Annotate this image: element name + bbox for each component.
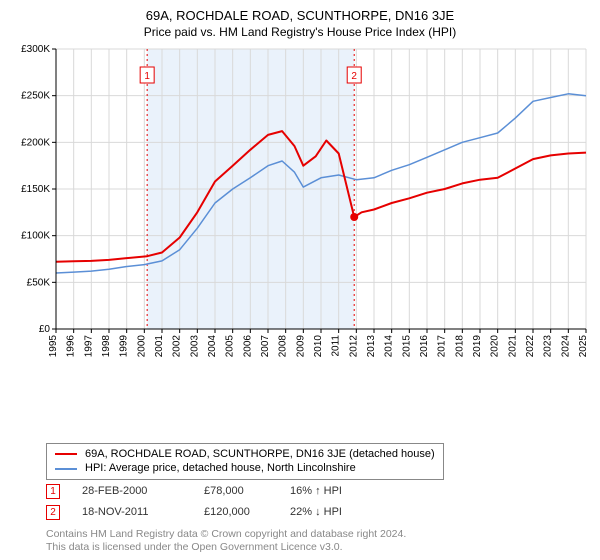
svg-text:2007: 2007	[260, 335, 271, 358]
svg-text:1997: 1997	[83, 335, 94, 358]
svg-text:1996: 1996	[66, 335, 77, 358]
svg-text:2015: 2015	[401, 335, 412, 358]
svg-text:2013: 2013	[366, 335, 377, 358]
svg-text:2002: 2002	[172, 335, 183, 358]
svg-text:2001: 2001	[154, 335, 165, 358]
marker-price: £120,000	[204, 506, 268, 518]
svg-text:2024: 2024	[560, 335, 571, 358]
svg-text:2017: 2017	[437, 335, 448, 358]
svg-text:2018: 2018	[454, 335, 465, 358]
svg-text:£150K: £150K	[21, 184, 50, 195]
svg-text:2021: 2021	[507, 335, 518, 358]
svg-text:1995: 1995	[48, 335, 59, 358]
legend-label: 69A, ROCHDALE ROAD, SCUNTHORPE, DN16 3JE…	[85, 447, 435, 461]
svg-text:2009: 2009	[295, 335, 306, 358]
svg-text:2012: 2012	[348, 335, 359, 358]
page-title: 69A, ROCHDALE ROAD, SCUNTHORPE, DN16 3JE	[10, 8, 590, 23]
svg-text:2004: 2004	[207, 335, 218, 358]
marker-delta: 16% ↑ HPI	[290, 485, 342, 497]
marker-badge: 1	[46, 484, 60, 499]
legend-item: HPI: Average price, detached house, Nort…	[55, 461, 435, 475]
footer-attribution: Contains HM Land Registry data © Crown c…	[46, 528, 590, 554]
svg-text:1998: 1998	[101, 335, 112, 358]
price-chart: 1 2 £0 £50K £100K £150K £200K £250K £300K 1995 199…	[10, 45, 590, 437]
svg-text:2008: 2008	[278, 335, 289, 358]
legend-item: 69A, ROCHDALE ROAD, SCUNTHORPE, DN16 3JE…	[55, 447, 435, 461]
svg-text:2020: 2020	[490, 335, 501, 358]
marker-date: 18-NOV-2011	[82, 506, 182, 518]
legend-label: HPI: Average price, detached house, Nort…	[85, 461, 356, 475]
svg-text:2006: 2006	[242, 335, 253, 358]
svg-text:2010: 2010	[313, 335, 324, 358]
legend-swatch	[55, 453, 77, 455]
marker-table: 1 28-FEB-2000 £78,000 16% ↑ HPI 2 18-NOV-2011…	[46, 484, 590, 526]
svg-text:2011: 2011	[331, 335, 342, 357]
svg-text:2: 2	[351, 71, 357, 82]
footer-line-2: This data is licensed under the Open Gov…	[46, 541, 590, 554]
footer-line-1: Contains HM Land Registry data © Crown c…	[46, 528, 590, 541]
svg-text:2023: 2023	[543, 335, 554, 358]
svg-text:1999: 1999	[119, 335, 130, 358]
svg-text:£0: £0	[39, 324, 51, 335]
svg-text:£200K: £200K	[21, 137, 50, 148]
svg-text:2014: 2014	[384, 335, 395, 358]
svg-text:2016: 2016	[419, 335, 430, 358]
legend-swatch	[55, 468, 77, 470]
svg-text:2000: 2000	[136, 335, 147, 358]
svg-text:2003: 2003	[189, 335, 200, 358]
svg-text:2025: 2025	[578, 335, 589, 358]
svg-text:£300K: £300K	[21, 45, 50, 55]
marker-row: 2 18-NOV-2011 £120,000 22% ↓ HPI	[46, 505, 590, 520]
svg-text:£100K: £100K	[21, 231, 50, 242]
legend: 69A, ROCHDALE ROAD, SCUNTHORPE, DN16 3JE…	[46, 443, 444, 480]
marker-price: £78,000	[204, 485, 268, 497]
marker-badge: 2	[46, 505, 60, 520]
chart-svg: 1 2 £0 £50K £100K £150K £200K £250K £300K 1995 199…	[10, 45, 590, 375]
svg-text:2005: 2005	[225, 335, 236, 358]
page-subtitle: Price paid vs. HM Land Registry's House …	[10, 25, 590, 39]
marker-date: 28-FEB-2000	[82, 485, 182, 497]
svg-text:2022: 2022	[525, 335, 536, 358]
marker-row: 1 28-FEB-2000 £78,000 16% ↑ HPI	[46, 484, 590, 499]
svg-text:£50K: £50K	[27, 277, 51, 288]
svg-text:2019: 2019	[472, 335, 483, 358]
svg-text:£250K: £250K	[21, 91, 50, 102]
svg-text:1: 1	[144, 71, 150, 82]
marker-delta: 22% ↓ HPI	[290, 506, 342, 518]
